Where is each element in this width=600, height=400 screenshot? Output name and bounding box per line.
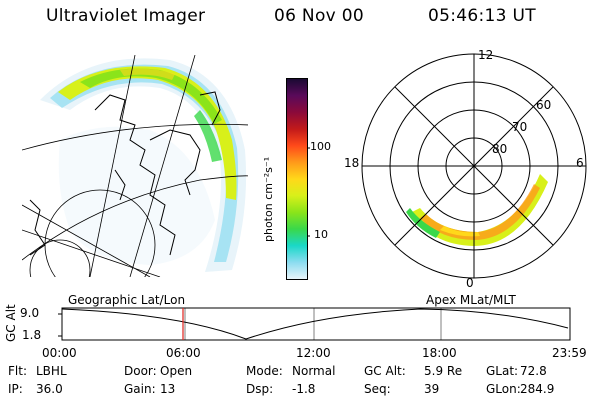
info-value: Open — [160, 364, 193, 378]
colorbar — [286, 78, 308, 280]
time-tick-2359: 23:59 — [552, 346, 587, 360]
mlt-label-6: 6 — [576, 156, 584, 170]
info-value: LBHL — [36, 364, 67, 378]
info-key: GC Alt: — [364, 364, 406, 378]
altitude-tick-low: 1.8 — [22, 328, 42, 342]
colorbar-tick-100: 100 — [310, 140, 331, 153]
altitude-tick-high: 9.0 — [20, 306, 40, 320]
mlat-label-60: 60 — [536, 98, 552, 112]
info-value: -1.8 — [292, 382, 316, 396]
info-value: 284.9 — [520, 382, 555, 396]
observation-time: 05:46:13 UT — [428, 6, 536, 26]
mlat-label-70: 70 — [512, 120, 528, 134]
time-tick-0600: 06:00 — [166, 346, 201, 360]
info-key: Door: — [124, 364, 157, 378]
info-key: Mode: — [246, 364, 283, 378]
info-key: Seq: — [364, 382, 391, 396]
instrument-title: Ultraviolet Imager — [46, 6, 206, 26]
apex-panel-title: Apex MLat/MLT — [426, 293, 516, 307]
mlat-label-80: 80 — [492, 142, 508, 156]
colorbar-gradient — [287, 79, 307, 279]
observation-date: 06 Nov 00 — [274, 6, 364, 26]
info-key: GLat: — [486, 364, 519, 378]
time-tick-1800: 18:00 — [422, 346, 457, 360]
time-tick-0000: 00:00 — [42, 346, 77, 360]
info-key: Dsp: — [246, 382, 274, 396]
info-key: IP: — [8, 382, 23, 396]
info-value: 13 — [160, 382, 176, 396]
mlt-label-0: 0 — [466, 276, 474, 290]
info-value: 72.8 — [520, 364, 547, 378]
time-tick-1200: 12:00 — [296, 346, 331, 360]
mlt-label-18: 18 — [344, 156, 360, 170]
info-key: Flt: — [8, 364, 27, 378]
info-value: Normal — [292, 364, 336, 378]
info-value: 5.9 Re — [424, 364, 463, 378]
info-value: 39 — [424, 382, 440, 396]
mlt-label-12: 12 — [478, 48, 494, 62]
info-key: GLon: — [486, 382, 521, 396]
info-value: 36.0 — [36, 382, 63, 396]
colorbar-tick-10: 10 — [314, 228, 328, 241]
info-key: Gain: — [124, 382, 156, 396]
geographic-panel-title: Geographic Lat/Lon — [68, 293, 186, 307]
